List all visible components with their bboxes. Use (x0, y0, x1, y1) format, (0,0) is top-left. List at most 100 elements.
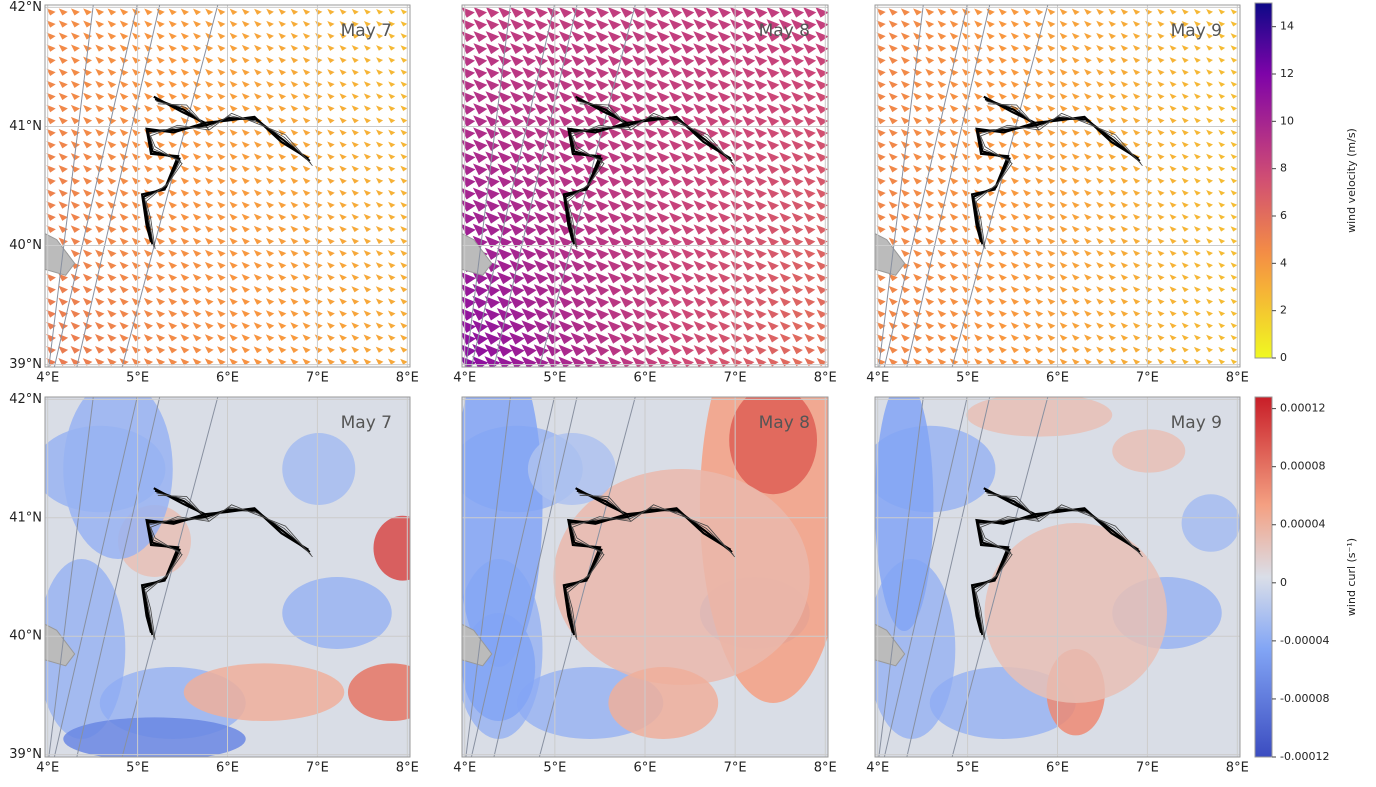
wind-arrow (1071, 346, 1080, 353)
wind-arrow (339, 358, 348, 365)
wind-arrow (327, 8, 335, 15)
wind-arrow (400, 189, 408, 196)
wind-arrow (607, 31, 622, 42)
wind-arrow (803, 31, 817, 42)
wind-arrow (1193, 226, 1201, 232)
wind-arrow (558, 332, 574, 345)
wind-arrow (168, 32, 177, 40)
wind-arrow (339, 45, 347, 51)
wind-arrow (1071, 286, 1080, 293)
wind-arrow (339, 250, 347, 257)
wind-arrow (1010, 20, 1020, 28)
wind-arrow (1169, 93, 1177, 100)
wind-arrow (302, 310, 311, 317)
wind-arrow (1218, 334, 1226, 341)
wind-arrow (107, 56, 117, 64)
wind-arrow (119, 273, 129, 282)
wind-arrow (131, 261, 141, 269)
wind-arrow (400, 69, 408, 75)
wind-arrow (1230, 358, 1238, 365)
wind-arrow (705, 212, 719, 223)
wind-arrow (937, 141, 947, 149)
wind-arrow (779, 140, 792, 150)
wind-arrow (375, 334, 384, 341)
drifter-track (153, 487, 309, 551)
wind-arrow (1059, 93, 1068, 100)
wind-arrow (582, 332, 598, 344)
wind-arrow (388, 9, 396, 15)
wind-arrow (143, 358, 154, 366)
wind-arrow (1059, 8, 1068, 15)
wind-arrow (778, 43, 792, 54)
wind-arrow (180, 334, 190, 342)
wind-arrow (742, 200, 755, 211)
wind-arrow (314, 237, 323, 245)
wind-arrow (742, 139, 756, 151)
wind-arrow (669, 357, 682, 367)
wind-arrow (107, 129, 117, 137)
wind-arrow (241, 68, 250, 76)
wind-arrow (131, 189, 141, 197)
wind-arrow (131, 68, 141, 76)
wind-arrow (58, 333, 69, 342)
wind-arrow (619, 248, 634, 260)
wind-arrow (961, 273, 971, 281)
wind-arrow (205, 189, 214, 197)
wind-arrow (986, 213, 995, 221)
wind-arrow (1169, 262, 1177, 268)
wind-arrow (241, 20, 250, 27)
wind-arrow (278, 177, 287, 184)
wind-arrow (1096, 322, 1104, 329)
wind-arrow (168, 310, 178, 318)
wind-arrow (339, 213, 347, 220)
wind-arrow (339, 117, 347, 124)
wind-arrow (497, 199, 513, 212)
wind-arrow (900, 177, 910, 185)
wind-arrow (82, 177, 93, 185)
wind-arrow (1230, 165, 1238, 172)
wind-arrow (1157, 250, 1165, 256)
wind-arrow (1096, 334, 1104, 341)
wind-arrow (1084, 225, 1092, 233)
wind-arrow (986, 117, 995, 124)
wind-arrow (766, 140, 780, 150)
wind-arrow (1084, 69, 1092, 76)
wind-arrow (509, 296, 525, 309)
wind-arrow (913, 261, 923, 269)
wind-arrow (693, 345, 707, 356)
lon-tick-label: 5°E (543, 371, 566, 386)
wind-arrow (217, 334, 226, 342)
wind-arrow (95, 92, 105, 100)
wind-arrow (583, 43, 597, 54)
lon-tick-label: 4°E (36, 761, 59, 776)
swath-line (906, 5, 991, 367)
wind-arrow (815, 140, 828, 150)
wind-arrow (253, 261, 263, 269)
wind-arrow (986, 80, 995, 88)
swath-line (121, 5, 219, 367)
wind-arrow (974, 334, 983, 342)
wind-arrow (1010, 165, 1020, 173)
wind-arrow (900, 8, 910, 16)
wind-arrow (193, 32, 202, 40)
wind-arrow (693, 260, 707, 271)
wind-arrow (1193, 117, 1201, 124)
colorbar-tick-label: -0.00012 (1280, 750, 1329, 763)
wind-arrow (314, 189, 323, 196)
wind-arrow (619, 308, 634, 320)
wind-arrow (143, 297, 153, 306)
wind-arrow (1108, 44, 1117, 52)
wind-arrow (1096, 32, 1104, 39)
wind-arrow (974, 153, 983, 161)
wind-arrow (302, 213, 311, 221)
wind-arrow (1181, 358, 1189, 365)
wind-arrow (913, 213, 923, 221)
wind-arrow (180, 153, 190, 161)
wind-arrow (791, 212, 804, 223)
wind-arrow (1230, 177, 1238, 184)
wind-arrow (1193, 57, 1201, 63)
wind-arrow (754, 248, 767, 259)
wind-arrow (522, 43, 536, 55)
wind-arrow (1181, 153, 1189, 160)
wind-arrow (1120, 81, 1129, 88)
